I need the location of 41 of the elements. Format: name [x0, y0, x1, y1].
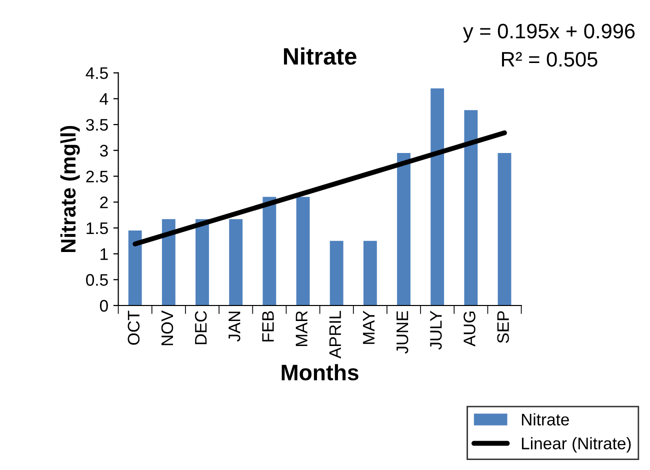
y-tick-label: 2.5: [86, 170, 108, 182]
x-tick-label: OCT: [128, 310, 140, 345]
x-tick-label: MAY: [363, 310, 374, 344]
x-tick-label: APRIL: [329, 310, 341, 358]
x-tick-label: NOV: [161, 310, 174, 346]
x-tick-label: JULY: [430, 310, 442, 350]
text: y = 0.195x + 0.996: [463, 24, 635, 43]
x-tick-label: AUG: [464, 312, 476, 346]
y-tick-label: 4.5: [86, 67, 108, 80]
x-tick-label: MAR: [296, 311, 308, 346]
bar: [162, 219, 176, 306]
bar: [430, 88, 444, 306]
bar: [330, 240, 344, 306]
bar: [229, 219, 243, 306]
x-tick-label: JUNE: [396, 311, 408, 354]
chart-title: Nitrate: [284, 47, 356, 65]
bar: [196, 219, 209, 306]
y-axis-title: Nitrate (mg\l): [60, 126, 80, 252]
x-tick-label: JAN: [228, 312, 240, 342]
y-tick-label: 3.5: [86, 118, 108, 131]
bar: [128, 230, 142, 306]
bar: [397, 152, 410, 306]
x-axis-title: Months: [282, 364, 358, 380]
x-tick-label: FEB: [262, 311, 274, 342]
text: R² = 0.505: [502, 52, 598, 67]
bar: [296, 196, 310, 306]
x-tick-label: SEP: [497, 311, 509, 343]
y-tick-label: 0: [100, 300, 108, 312]
y-tick-label: 1.5: [86, 222, 108, 234]
y-tick-label: 2: [100, 196, 108, 208]
legend-label: Nitrate: [522, 413, 569, 426]
y-tick-label: 0.5: [86, 274, 108, 286]
legend-label: Linear (Nitrate): [522, 437, 631, 453]
y-tick-label: 3: [100, 144, 108, 157]
bar: [498, 152, 512, 306]
y-tick-label: 1: [100, 248, 108, 260]
x-tick-label: DEC: [194, 310, 207, 344]
bar: [363, 240, 377, 306]
bar: [262, 196, 276, 306]
y-tick-label: 4: [100, 93, 108, 105]
bar: [464, 110, 478, 306]
